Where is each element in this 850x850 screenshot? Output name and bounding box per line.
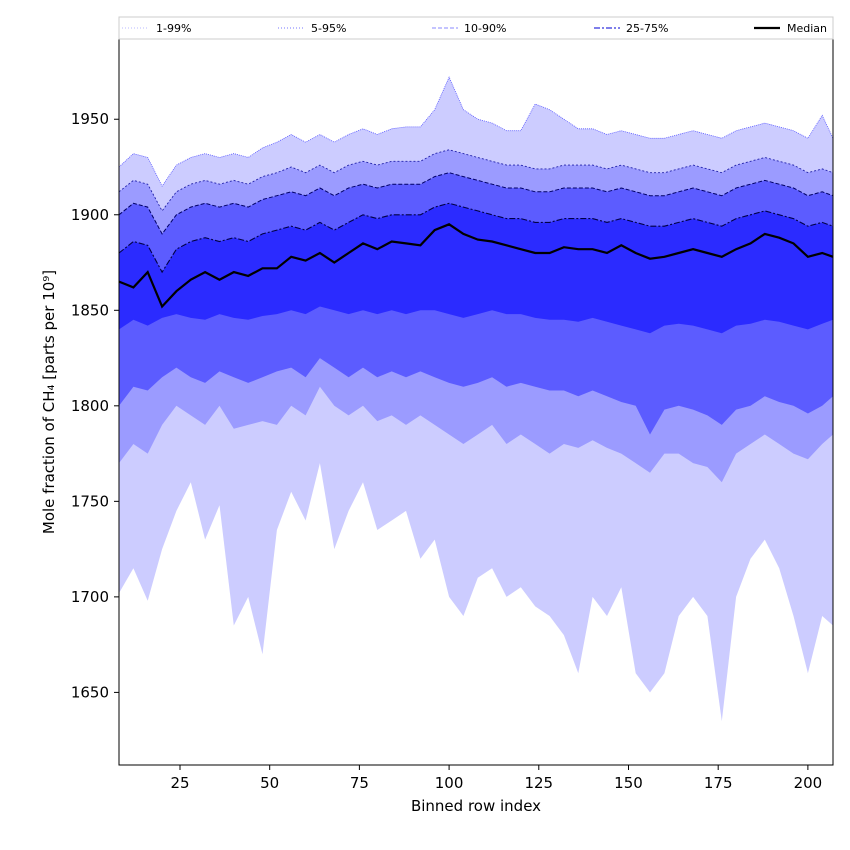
- legend-label: 1-99%: [156, 22, 191, 35]
- median-layer: [118, 223, 834, 309]
- percentile-boundary-lines: [118, 76, 834, 274]
- y-axis: 1650 1700 1750 1800 1850 1900 1950: [71, 110, 119, 701]
- x-axis-label: Binned row index: [411, 797, 541, 815]
- x-tick-label: 175: [704, 774, 733, 792]
- y-tick-label: 1950: [71, 110, 109, 128]
- legend: 1-99% 5-95% 10-90% 25-75% Median: [118, 16, 834, 40]
- line-p99: [118, 76, 834, 187]
- line-p90: [118, 172, 834, 235]
- line-p75: [118, 202, 834, 274]
- median-line: [118, 223, 834, 309]
- y-tick-label: 1750: [71, 492, 109, 510]
- band-25-75: [119, 203, 833, 334]
- y-tick-label: 1850: [71, 301, 109, 319]
- y-tick-label: 1650: [71, 683, 109, 701]
- legend-box: [118, 16, 834, 40]
- x-axis: 25 50 75 100 125 150 175 200: [170, 765, 822, 792]
- x-tick-label: 150: [614, 774, 643, 792]
- line-p95: [118, 149, 834, 212]
- legend-label: 25-75%: [626, 22, 668, 35]
- x-tick-label: 200: [794, 774, 823, 792]
- y-axis-label: Mole fraction of CH₄ [parts per 10⁹]: [40, 270, 58, 534]
- legend-label: 10-90%: [464, 22, 506, 35]
- percentile-bands: [119, 77, 833, 722]
- x-tick-label: 25: [170, 774, 189, 792]
- legend-label: Median: [787, 22, 827, 35]
- x-tick-label: 100: [435, 774, 464, 792]
- y-tick-label: 1700: [71, 588, 109, 606]
- x-tick-label: 75: [350, 774, 369, 792]
- legend-label: 5-95%: [311, 22, 346, 35]
- y-tick-label: 1900: [71, 206, 109, 224]
- y-tick-label: 1800: [71, 397, 109, 415]
- x-tick-label: 125: [524, 774, 553, 792]
- x-tick-label: 50: [260, 774, 279, 792]
